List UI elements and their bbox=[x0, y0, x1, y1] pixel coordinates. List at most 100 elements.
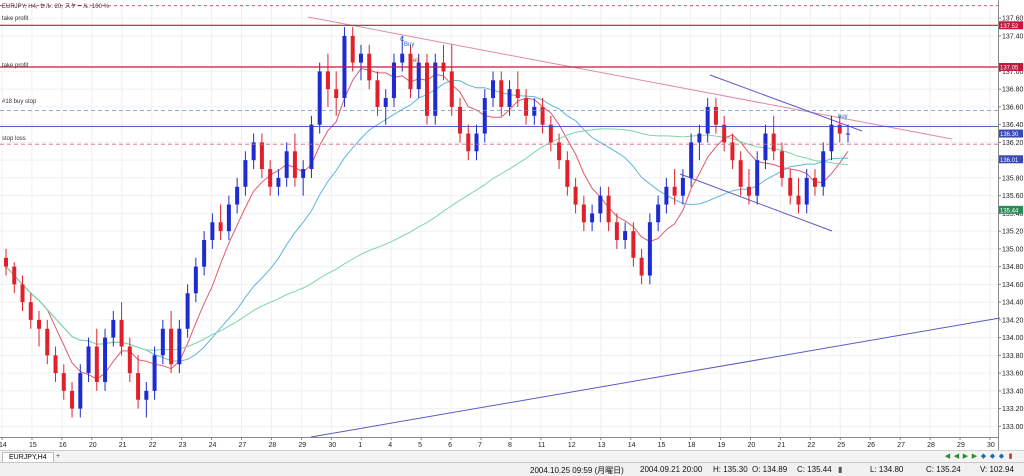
channel-lower-line[interactable] bbox=[679, 173, 833, 232]
candle-body[interactable] bbox=[614, 222, 619, 241]
candle-body[interactable] bbox=[664, 186, 669, 205]
candle-body[interactable] bbox=[837, 124, 842, 134]
candle-body[interactable] bbox=[4, 257, 8, 267]
candle-body[interactable] bbox=[713, 106, 718, 125]
nav-c-icon[interactable]: ◆ bbox=[998, 453, 1005, 460]
channel-upper-line[interactable] bbox=[709, 74, 863, 132]
candle-body[interactable] bbox=[78, 373, 83, 409]
candle-body[interactable] bbox=[152, 355, 157, 391]
candle-body[interactable] bbox=[532, 106, 537, 116]
candle-body[interactable] bbox=[565, 160, 570, 187]
nav-first-icon[interactable]: ◀ bbox=[944, 453, 951, 460]
candle-body[interactable] bbox=[482, 98, 487, 134]
candle-body[interactable] bbox=[309, 124, 314, 170]
candle-body[interactable] bbox=[144, 390, 149, 400]
candle-body[interactable] bbox=[639, 257, 644, 276]
candle-body[interactable] bbox=[235, 186, 240, 205]
candle-body[interactable] bbox=[474, 133, 479, 152]
candle-body[interactable] bbox=[623, 231, 628, 241]
candle-body[interactable] bbox=[548, 124, 553, 143]
candle-body[interactable] bbox=[243, 160, 248, 187]
descending-trendline[interactable] bbox=[307, 16, 953, 140]
candle-body[interactable] bbox=[185, 293, 190, 329]
candle-body[interactable] bbox=[94, 346, 99, 382]
candle-body[interactable] bbox=[292, 151, 297, 178]
candle-body[interactable] bbox=[796, 195, 801, 205]
add-tab-icon[interactable]: + bbox=[55, 453, 61, 460]
candle-body[interactable] bbox=[268, 169, 273, 187]
candle-body[interactable] bbox=[358, 53, 363, 63]
candle-body[interactable] bbox=[524, 98, 529, 116]
candle-body[interactable] bbox=[788, 177, 793, 196]
candle-body[interactable] bbox=[515, 89, 520, 99]
candle-body[interactable] bbox=[325, 71, 330, 90]
candle-body[interactable] bbox=[37, 319, 42, 329]
candle-body[interactable] bbox=[829, 124, 834, 152]
candle-body[interactable] bbox=[846, 133, 850, 135]
candle-body[interactable] bbox=[61, 373, 66, 391]
candle-body[interactable] bbox=[697, 133, 702, 143]
candle-body[interactable] bbox=[680, 177, 685, 196]
candle-body[interactable] bbox=[705, 106, 710, 134]
candle-body[interactable] bbox=[70, 390, 75, 409]
chart-tab-eurjpy[interactable]: EURJPY, H4, セル: 20, スケール: 100 %EURJPY,H4 bbox=[2, 452, 54, 463]
candle-body[interactable] bbox=[86, 346, 91, 374]
candle-body[interactable] bbox=[20, 284, 25, 303]
candle-body[interactable] bbox=[812, 177, 817, 187]
candle-body[interactable] bbox=[259, 142, 264, 170]
candle-body[interactable] bbox=[804, 177, 809, 205]
candle-body[interactable] bbox=[218, 222, 223, 232]
candle-body[interactable] bbox=[722, 124, 727, 143]
candle-body[interactable] bbox=[730, 142, 735, 161]
candle-body[interactable] bbox=[251, 142, 256, 161]
candle-body[interactable] bbox=[590, 213, 595, 223]
candle-body[interactable] bbox=[755, 160, 760, 196]
candle-body[interactable] bbox=[573, 186, 578, 205]
candle-body[interactable] bbox=[202, 240, 207, 267]
candle-body[interactable] bbox=[606, 195, 611, 223]
candle-body[interactable] bbox=[111, 319, 116, 338]
candle-body[interactable] bbox=[103, 337, 108, 382]
candle-body[interactable] bbox=[301, 169, 306, 178]
candle-body[interactable] bbox=[160, 328, 165, 356]
candle-body[interactable] bbox=[375, 80, 380, 107]
candle-body[interactable] bbox=[771, 133, 776, 152]
candle-body[interactable] bbox=[210, 222, 215, 241]
nav-prev-icon[interactable]: ◀ bbox=[953, 453, 960, 460]
candle-body[interactable] bbox=[631, 231, 636, 258]
candle-body[interactable] bbox=[276, 177, 281, 187]
nav-d-icon[interactable]: ▮ bbox=[1008, 453, 1013, 460]
candle-body[interactable] bbox=[408, 53, 413, 90]
candle-body[interactable] bbox=[672, 186, 677, 196]
nav-b-icon[interactable]: ◆ bbox=[989, 453, 996, 460]
candle-body[interactable] bbox=[746, 186, 751, 196]
candle-body[interactable] bbox=[557, 142, 562, 161]
candle-body[interactable] bbox=[458, 106, 463, 134]
candle-body[interactable] bbox=[647, 222, 652, 276]
candle-body[interactable] bbox=[738, 160, 743, 187]
candle-body[interactable] bbox=[433, 62, 438, 116]
candle-body[interactable] bbox=[581, 204, 586, 223]
candle-body[interactable] bbox=[350, 35, 355, 63]
candle-body[interactable] bbox=[136, 373, 141, 400]
candle-body[interactable] bbox=[763, 133, 768, 161]
candle-body[interactable] bbox=[12, 266, 17, 285]
candle-body[interactable] bbox=[127, 346, 132, 374]
candle-body[interactable] bbox=[226, 204, 231, 232]
candle-body[interactable] bbox=[400, 53, 405, 63]
candle-body[interactable] bbox=[53, 355, 58, 374]
candle-body[interactable] bbox=[507, 89, 512, 107]
candle-body[interactable] bbox=[45, 328, 50, 356]
candle-body[interactable] bbox=[383, 98, 388, 107]
candle-body[interactable] bbox=[416, 62, 421, 90]
ascending-trendline[interactable] bbox=[310, 317, 1001, 438]
candle-body[interactable] bbox=[499, 80, 504, 107]
candle-body[interactable] bbox=[491, 80, 496, 99]
candle-body[interactable] bbox=[391, 62, 396, 99]
candle-body[interactable] bbox=[193, 266, 198, 294]
candle-body[interactable] bbox=[540, 106, 545, 125]
candle-body[interactable] bbox=[284, 151, 289, 178]
candle-body[interactable] bbox=[656, 204, 661, 223]
candle-body[interactable] bbox=[169, 328, 174, 365]
candle-body[interactable] bbox=[28, 302, 33, 320]
